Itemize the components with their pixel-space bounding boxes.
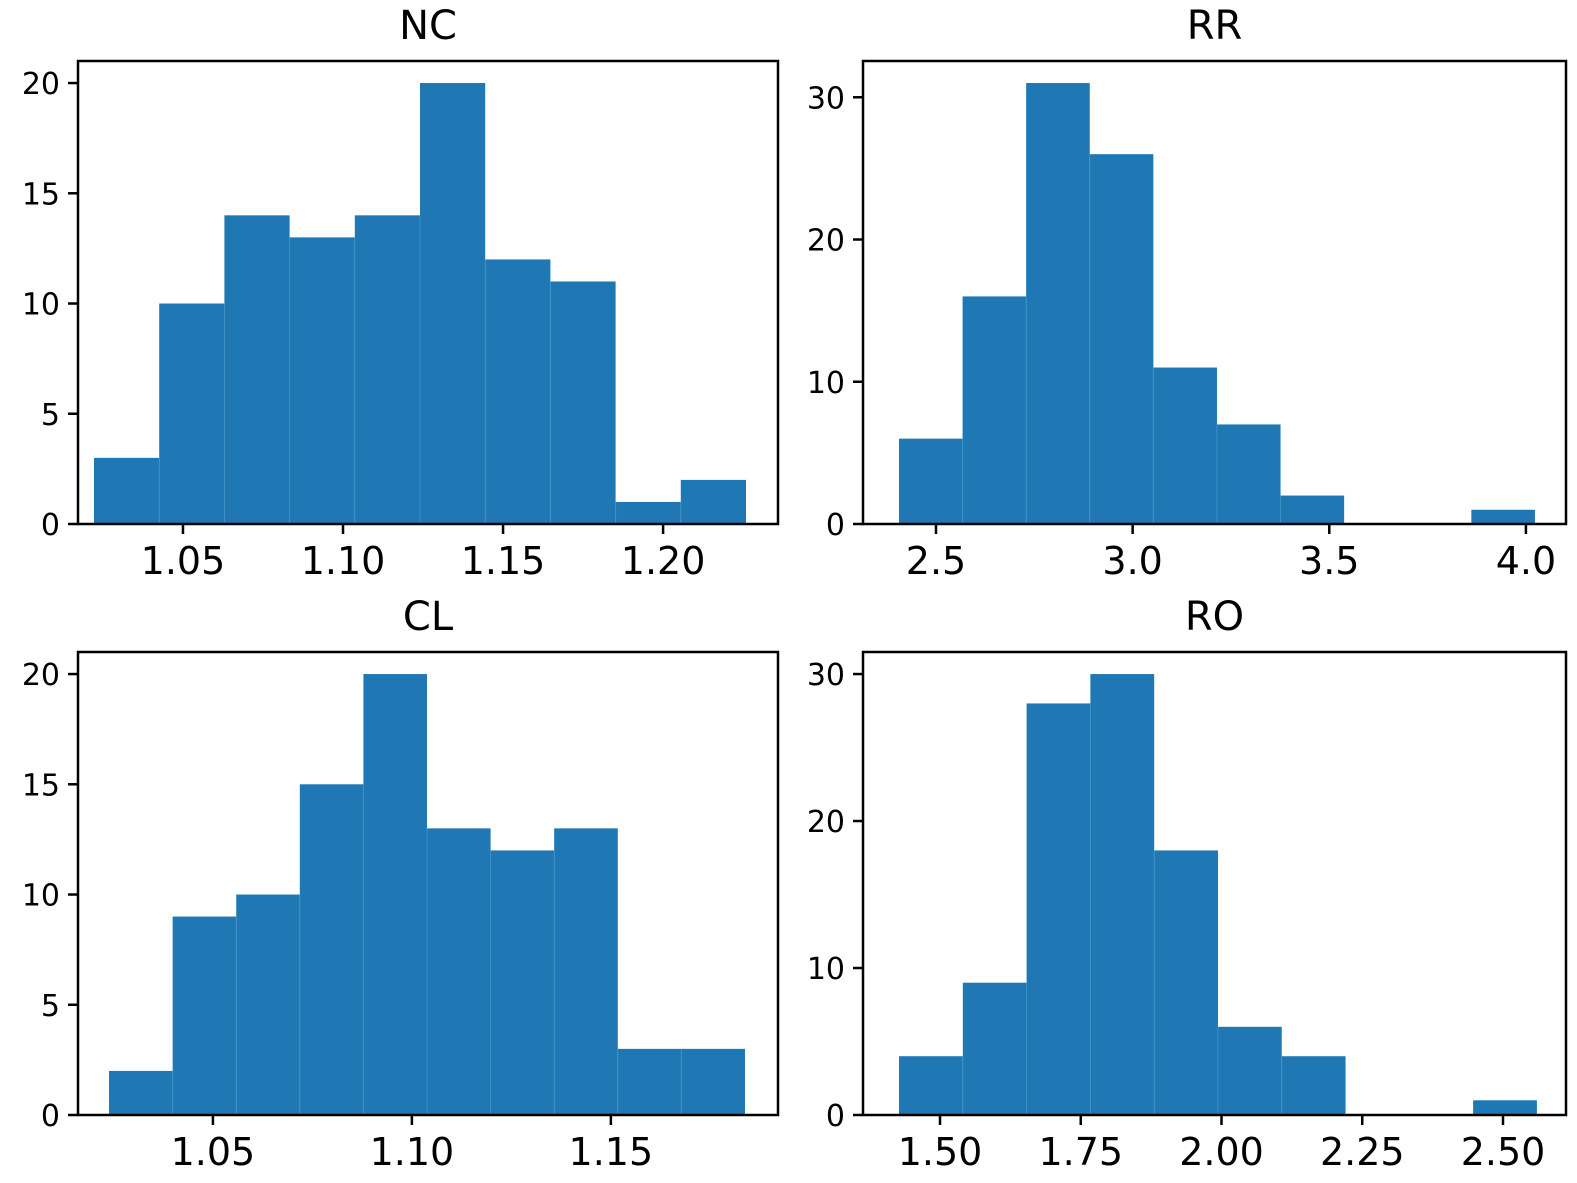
histogram-bar: [554, 828, 618, 1115]
x-tick-label: 1.50: [898, 1130, 983, 1174]
histogram-bar: [490, 850, 555, 1115]
histogram-bar: [1217, 1026, 1282, 1115]
histogram-bar: [680, 479, 746, 524]
histogram-bar: [962, 982, 1027, 1115]
y-tick-label: 0: [826, 1099, 845, 1134]
histogram-bar: [420, 83, 486, 525]
y-tick-label: 20: [807, 805, 845, 840]
x-tick-label: 3.5: [1299, 539, 1359, 583]
subplot-cl: 1.05 1.10 1.15 0 5 10 15 20 CL: [0, 591, 788, 1183]
x-tick-label: 2.50: [1461, 1130, 1546, 1174]
histogram-bar: [550, 281, 616, 524]
histogram-bar: [1090, 674, 1155, 1115]
histogram-bar: [1026, 703, 1091, 1115]
histogram-bar: [899, 1056, 963, 1115]
histogram-bar: [1026, 83, 1090, 525]
y-tick-label: 30: [807, 658, 845, 693]
histogram-bar: [1280, 495, 1345, 524]
x-tick-label: 1.05: [171, 1130, 256, 1174]
subplot-title-cl: CL: [402, 594, 454, 640]
axes-frame: [861, 650, 1568, 1117]
axes-frame: [861, 59, 1568, 526]
x-tick-label: 3.0: [1102, 539, 1162, 583]
y-tick-label: 5: [41, 398, 60, 433]
subplot-nc: 1.05 1.10 1.15 1.20 0 5 10 15 20 NC: [0, 0, 788, 591]
histogram-bar: [681, 1048, 745, 1115]
histogram-bar: [289, 237, 355, 524]
x-tick-label: 1.20: [621, 539, 706, 583]
subplot-title-nc: NC: [399, 3, 457, 49]
axes-frame: [76, 59, 780, 526]
y-tick-label: 20: [22, 67, 60, 102]
x-tick-label: 2.5: [906, 539, 966, 583]
histogram-bar: [1281, 1056, 1346, 1115]
histogram-svg-ro: 1.50 1.75 2.00 2.25 2.50 0 10 20 30: [807, 650, 1568, 1174]
y-tick-label: 10: [807, 366, 845, 401]
x-tick-label: 1.10: [370, 1130, 455, 1174]
subplot-rr: 2.5 3.0 3.5 4.0 0 10 20 30 RR: [788, 0, 1577, 591]
histogram-bar: [363, 674, 427, 1115]
y-tick-label: 20: [22, 658, 60, 693]
histogram-bar: [485, 259, 551, 524]
histogram-bar: [898, 438, 963, 524]
y-tick-label: 10: [22, 288, 60, 323]
y-tick-label: 15: [22, 177, 60, 212]
histogram-svg-rr: 2.5 3.0 3.5 4.0 0 10 20 30: [807, 59, 1568, 583]
histogram-bar: [236, 894, 300, 1115]
histogram-bar: [1154, 850, 1218, 1115]
histogram-bar: [94, 457, 160, 524]
x-tick-label: 1.15: [461, 539, 546, 583]
y-tick-label: 15: [22, 768, 60, 803]
y-tick-label: 0: [41, 508, 60, 543]
subplot-title-ro: RO: [1184, 594, 1245, 640]
histogram-bar: [427, 828, 491, 1115]
histogram-svg-nc: 1.05 1.10 1.15 1.20 0 5 10 15 20: [22, 59, 780, 583]
y-tick-label: 0: [826, 508, 845, 543]
histogram-bar: [617, 1048, 682, 1115]
y-tick-label: 0: [41, 1099, 60, 1134]
x-tick-label: 2.00: [1179, 1130, 1264, 1174]
histogram-bar: [354, 215, 420, 524]
histogram-svg-cl: 1.05 1.10 1.15 0 5 10 15 20: [22, 650, 780, 1174]
y-tick-label: 5: [41, 989, 60, 1024]
x-tick-label: 4.0: [1496, 539, 1556, 583]
histogram-bar: [615, 501, 681, 524]
histogram-bar: [1089, 154, 1154, 525]
histogram-bar: [1216, 424, 1281, 524]
histogram-bar: [1471, 509, 1535, 524]
x-tick-label: 1.05: [141, 539, 226, 583]
histogram-bar: [299, 784, 364, 1115]
histogram-bar: [159, 303, 225, 524]
y-tick-label: 30: [807, 81, 845, 116]
histogram-bar: [172, 916, 237, 1115]
x-tick-label: 2.25: [1320, 1130, 1405, 1174]
histogram-bar: [224, 215, 290, 524]
y-tick-label: 10: [22, 879, 60, 914]
y-tick-label: 20: [807, 224, 845, 259]
x-tick-label: 1.75: [1038, 1130, 1123, 1174]
histogram-bar: [1473, 1100, 1537, 1115]
subplot-title-rr: RR: [1186, 3, 1243, 49]
histogram-bar: [1153, 367, 1217, 524]
histogram-bar: [109, 1070, 173, 1115]
x-tick-label: 1.10: [301, 539, 386, 583]
y-tick-label: 10: [807, 952, 845, 987]
axes-frame: [76, 650, 780, 1117]
subplot-ro: 1.50 1.75 2.00 2.25 2.50 0 10 20 30 RO: [788, 591, 1577, 1183]
histogram-bar: [962, 296, 1027, 524]
x-tick-label: 1.15: [569, 1130, 654, 1174]
